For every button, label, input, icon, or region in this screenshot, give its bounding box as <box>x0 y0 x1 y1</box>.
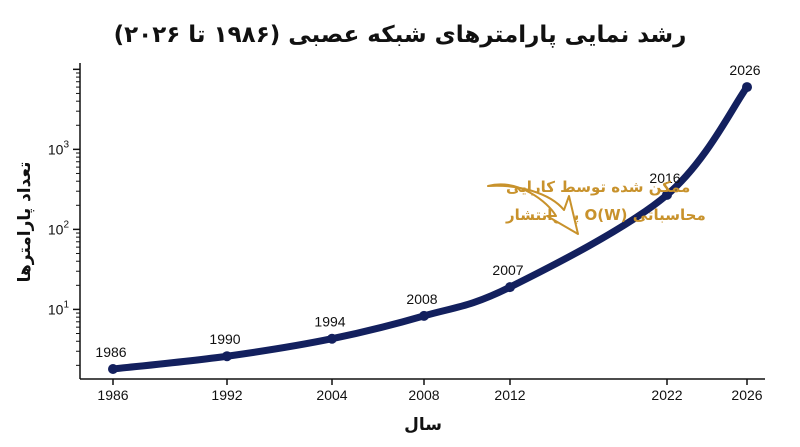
annotation-line-2: محاسباتی O(W) پس‌انتشار <box>505 206 706 225</box>
chart-title: رشد نمایی پارامترهای شبکه عصبی (۱۹۸۶ تا … <box>114 22 687 48</box>
data-label: 2008 <box>406 291 437 307</box>
data-points <box>108 82 752 375</box>
x-tick-label: 2004 <box>316 387 347 403</box>
data-point <box>327 333 337 344</box>
data-point <box>742 82 752 93</box>
point-labels: 1986 1990 1994 2008 2007 2016 2026 <box>95 62 760 360</box>
x-tick-label: 1992 <box>211 387 242 403</box>
y-axis-title: تعداد پارامترها <box>15 162 35 283</box>
data-point <box>662 189 672 200</box>
series-line <box>109 83 751 373</box>
data-label: 2016 <box>649 170 680 186</box>
x-axis-ticks: 1986 1992 2004 2008 2012 2022 2026 <box>97 379 763 403</box>
x-tick-label: 2008 <box>408 387 439 403</box>
data-label: 1990 <box>209 331 240 347</box>
annotation-arrow <box>487 183 579 235</box>
y-tick-label: 101 <box>48 299 70 317</box>
x-tick-label: 2022 <box>651 387 682 403</box>
x-tick-label: 2026 <box>731 387 762 403</box>
data-point <box>222 351 232 362</box>
annotation: ممکن شده توسط کارایی محاسباتی O(W) پس‌ان… <box>487 178 706 235</box>
axes <box>79 63 765 380</box>
x-tick-label: 2012 <box>494 387 525 403</box>
y-tick-label: 102 <box>48 219 70 237</box>
data-label: 2007 <box>492 262 523 278</box>
data-point <box>419 310 429 321</box>
y-axis-ticks: 101 102 103 <box>48 68 80 366</box>
data-label: 2026 <box>729 62 760 78</box>
x-axis-title: سال <box>404 415 442 435</box>
annotation-line-1: ممکن شده توسط کارایی <box>506 178 690 196</box>
data-label: 1986 <box>95 344 126 360</box>
y-tick-label: 103 <box>48 139 70 157</box>
data-point <box>108 364 118 375</box>
x-tick-label: 1986 <box>97 387 128 403</box>
data-point <box>505 282 515 293</box>
data-label: 1994 <box>314 314 345 330</box>
